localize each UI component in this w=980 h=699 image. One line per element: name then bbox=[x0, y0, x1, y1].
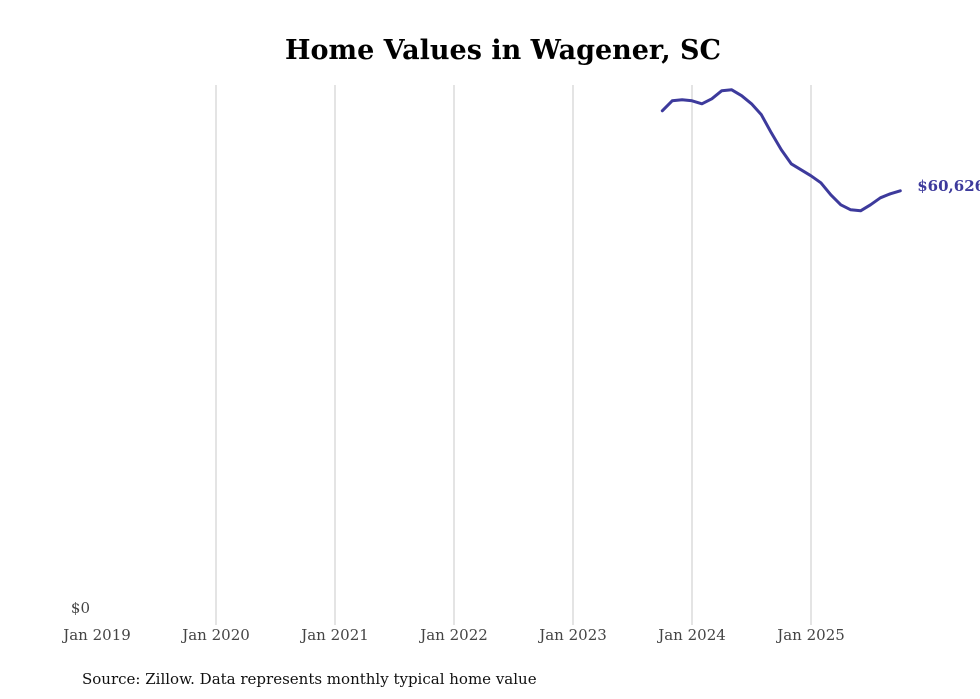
end-value-label: $60,626 bbox=[917, 177, 980, 195]
series-line bbox=[660, 88, 902, 213]
x-tick-label: Jan 2019 bbox=[61, 626, 131, 644]
x-tick-label: Jan 2024 bbox=[656, 626, 726, 644]
x-tick-label: Jan 2025 bbox=[775, 626, 845, 644]
source-note: Source: Zillow. Data represents monthly … bbox=[82, 670, 537, 688]
x-tick-label: Jan 2020 bbox=[180, 626, 250, 644]
x-tick-label: Jan 2023 bbox=[537, 626, 607, 644]
x-tick-label: Jan 2021 bbox=[299, 626, 369, 644]
chart-title: Home Values in Wagener, SC bbox=[285, 35, 721, 66]
x-tick-label: Jan 2022 bbox=[418, 626, 488, 644]
y-tick-label: $0 bbox=[71, 599, 90, 617]
